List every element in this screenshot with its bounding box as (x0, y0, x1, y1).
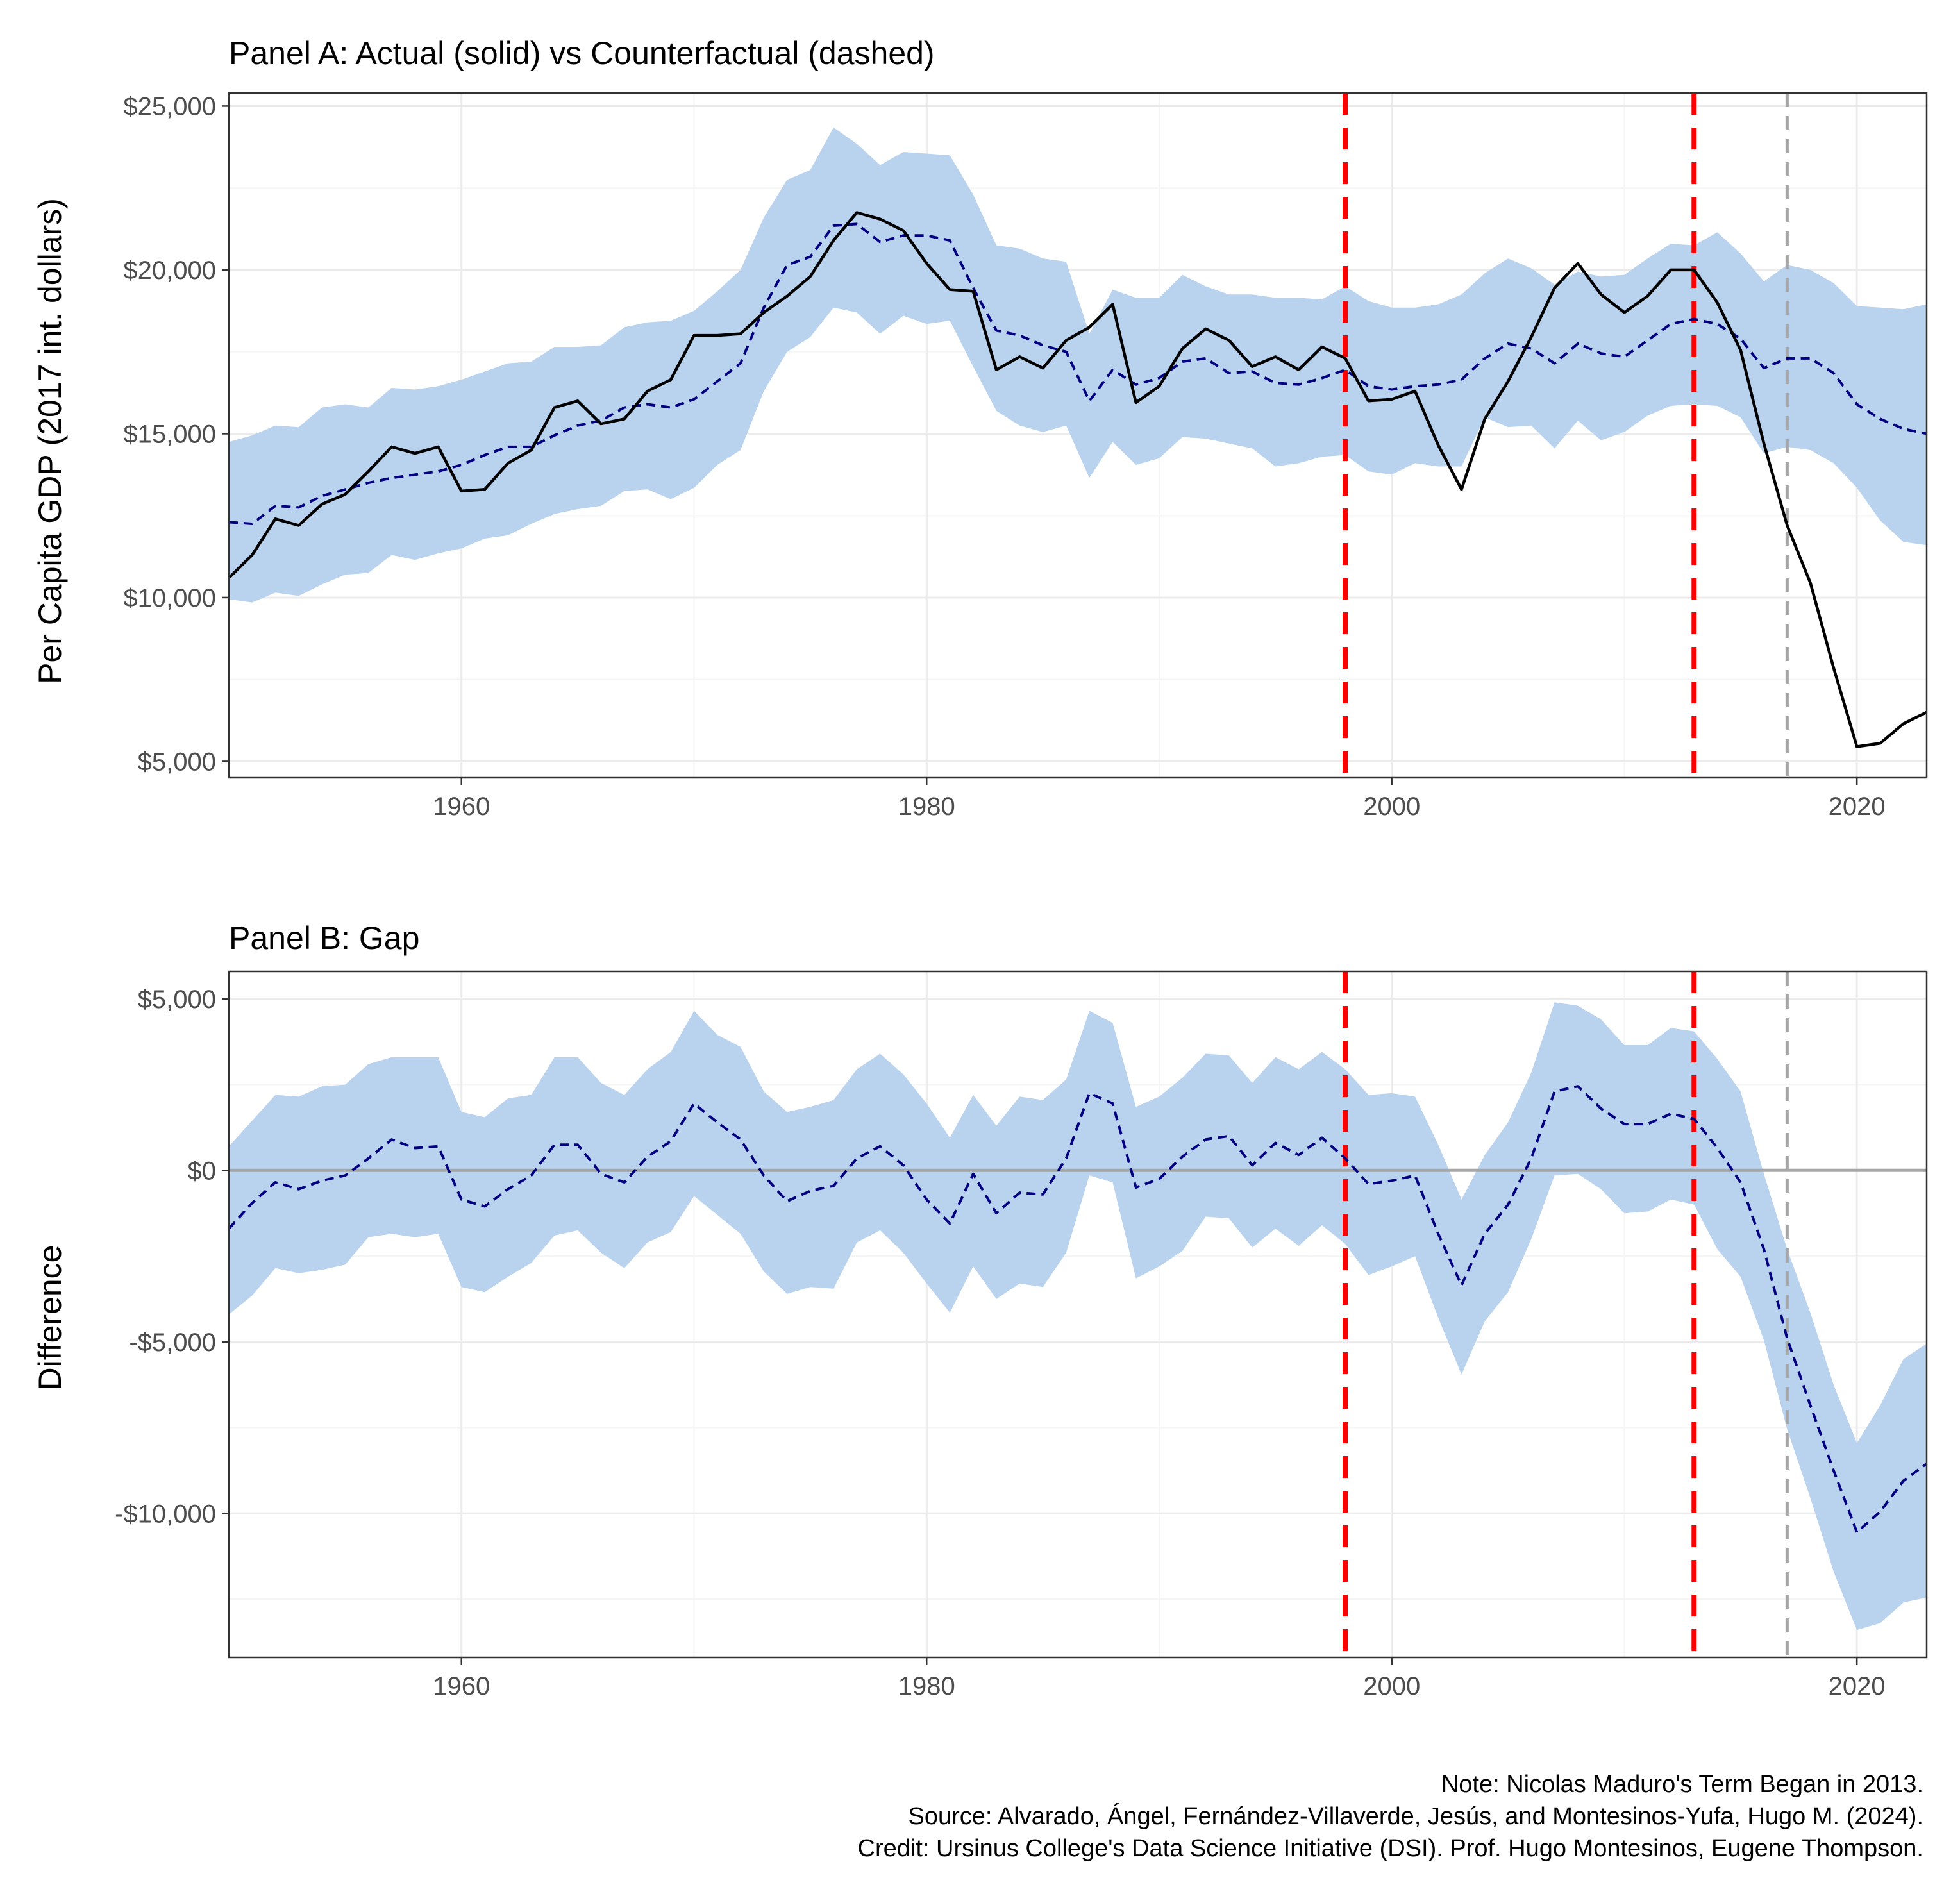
caption: Note: Nicolas Maduro's Term Began in 201… (858, 1771, 1923, 1862)
panel-a-y-tick-label: $15,000 (123, 420, 216, 448)
panel-a-ci-band-area (229, 127, 1927, 603)
panel-b-series-lines (228, 1085, 1928, 1534)
panel-a-ci-band (229, 127, 1927, 603)
panel-b-x-ticks: 1960 1980 2000 2020 (433, 1657, 1886, 1700)
panel-a-x-ticks: 1960 1980 2000 2020 (433, 778, 1886, 821)
panel-a-series-lines (228, 211, 1927, 748)
caption-note: Note: Nicolas Maduro's Term Began in 201… (1441, 1771, 1923, 1798)
panel-b-x-tick-label: 1960 (433, 1672, 490, 1700)
caption-source: Source: Alvarado, Ángel, Fernández-Villa… (908, 1802, 1923, 1830)
panel-a-y-ticks: $5,000 $10,000 $15,000 $20,000 $25,000 (123, 92, 229, 776)
panel-b-frame (228, 970, 1928, 1659)
panel-a-y-tick-label: $5,000 (138, 748, 216, 776)
panel-a-actual-line (228, 211, 1927, 748)
panel-b-x-tick-label: 2000 (1363, 1672, 1420, 1700)
panel-b: Panel B: Gap Difference -$10,000 -$5,000 $… (32, 920, 1928, 1700)
panel-a-y-tick-label: $10,000 (123, 584, 216, 612)
panel-b-ci-band-area (229, 1002, 1927, 1631)
panel-b-x-tick-label: 1980 (898, 1672, 955, 1700)
panel-b-y-ticks: -$10,000 -$5,000 $0 $5,000 (115, 986, 229, 1528)
panel-a-x-tick-label: 2000 (1363, 793, 1420, 821)
panel-a-x-tick-label: 2020 (1829, 793, 1886, 821)
panel-a-frame (228, 92, 1928, 779)
panel-b-y-tick-label: $5,000 (138, 986, 216, 1014)
panel-b-y-axis-title: Difference (32, 1245, 68, 1391)
panel-a-reference-lines (1343, 93, 1789, 778)
panel-a-y-axis-title: Per Capita GDP (2017 int. dollars) (32, 198, 68, 684)
panel-a-x-tick-label: 1980 (898, 793, 955, 821)
panel-a-title: Panel A: Actual (solid) vs Counterfactua… (229, 35, 935, 71)
panel-b-reference-lines (1343, 971, 1789, 1657)
panel-b-y-tick-label: -$5,000 (129, 1329, 216, 1357)
panel-a: Panel A: Actual (solid) vs Counterfactua… (32, 35, 1928, 821)
panel-a-y-tick-label: $20,000 (123, 256, 216, 285)
panel-b-x-tick-label: 2020 (1829, 1672, 1886, 1700)
panel-a-y-tick-label: $25,000 (123, 92, 216, 121)
panel-b-counterfactual-line (228, 1085, 1928, 1534)
caption-credit: Credit: Ursinus College's Data Science I… (858, 1835, 1923, 1862)
panel-b-ci-band (229, 1002, 1927, 1631)
panel-b-y-tick-label: $0 (188, 1157, 217, 1185)
panel-b-title: Panel B: Gap (229, 920, 419, 956)
panel-b-y-tick-label: -$10,000 (115, 1500, 216, 1528)
panel-a-x-tick-label: 1960 (433, 793, 490, 821)
panel-a-counterfactual-line (228, 222, 1927, 525)
